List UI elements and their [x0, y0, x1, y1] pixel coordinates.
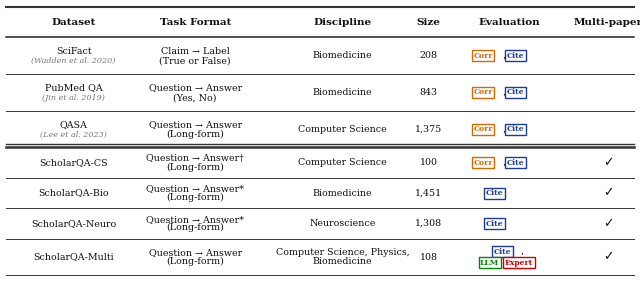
Text: Biomedicine: Biomedicine: [312, 51, 372, 60]
Text: Dataset: Dataset: [51, 18, 96, 27]
Text: (Long-form): (Long-form): [166, 257, 224, 266]
Text: Question → Answer: Question → Answer: [148, 120, 242, 129]
Text: Claim → Label: Claim → Label: [161, 47, 230, 56]
Text: QASA: QASA: [60, 120, 88, 129]
Text: Computer Science, Physics,: Computer Science, Physics,: [276, 248, 409, 257]
Text: Neuroscience: Neuroscience: [309, 219, 376, 228]
Text: Question → Answer: Question → Answer: [148, 248, 242, 257]
Text: 100: 100: [420, 158, 438, 167]
Text: Discipline: Discipline: [314, 18, 371, 27]
Text: Biomedicine: Biomedicine: [312, 88, 372, 97]
Text: Corr: Corr: [474, 159, 493, 167]
Text: Expert: Expert: [505, 259, 533, 267]
Text: (Long-form): (Long-form): [166, 223, 224, 232]
Text: Question → Answer*: Question → Answer*: [146, 215, 244, 224]
Text: LLM: LLM: [480, 259, 499, 267]
Text: ScholarQA-Bio: ScholarQA-Bio: [38, 189, 109, 198]
Text: (Lee et al. 2023): (Lee et al. 2023): [40, 131, 107, 139]
Text: ✓: ✓: [603, 251, 613, 264]
Text: (Yes, No): (Yes, No): [173, 94, 217, 103]
Text: Cite: Cite: [506, 52, 524, 60]
Text: 208: 208: [420, 51, 438, 60]
Text: (Long-form): (Long-form): [166, 193, 224, 202]
Text: Cite: Cite: [506, 159, 524, 167]
Text: Biomedicine: Biomedicine: [312, 189, 372, 198]
Text: Corr: Corr: [474, 89, 493, 96]
Text: ScholarQA-Neuro: ScholarQA-Neuro: [31, 219, 116, 228]
Text: Multi-paper: Multi-paper: [573, 18, 640, 27]
Text: Corr: Corr: [474, 125, 493, 133]
Text: Cite: Cite: [493, 248, 511, 255]
Text: (Long-form): (Long-form): [166, 162, 224, 171]
Text: (Long-form): (Long-form): [166, 130, 224, 139]
Text: ScholarQA-Multi: ScholarQA-Multi: [33, 253, 114, 262]
Text: ✓: ✓: [603, 156, 613, 169]
Text: ScholarQA-CS: ScholarQA-CS: [39, 158, 108, 167]
Text: Task Format: Task Format: [159, 18, 231, 27]
Text: ,: ,: [502, 51, 506, 60]
Text: Question → Answer: Question → Answer: [148, 83, 242, 92]
Text: Computer Science: Computer Science: [298, 158, 387, 167]
Text: SciFact: SciFact: [56, 47, 92, 56]
Text: PubMed QA: PubMed QA: [45, 83, 102, 92]
Text: Cite: Cite: [486, 189, 504, 197]
Text: 108: 108: [420, 253, 438, 262]
Text: ,: ,: [502, 124, 506, 133]
Text: 1,308: 1,308: [415, 219, 442, 228]
Text: Evaluation: Evaluation: [478, 18, 540, 27]
Text: Biomedicine: Biomedicine: [312, 257, 372, 266]
Text: (Jin et al. 2019): (Jin et al. 2019): [42, 94, 105, 102]
Text: 843: 843: [420, 88, 438, 97]
Text: Computer Science: Computer Science: [298, 124, 387, 133]
Text: Question → Answer*: Question → Answer*: [146, 184, 244, 193]
Text: (True or False): (True or False): [159, 57, 231, 66]
Text: Cite: Cite: [486, 219, 504, 228]
Text: Cite: Cite: [506, 89, 524, 96]
Text: 1,451: 1,451: [415, 189, 442, 198]
Text: 1,375: 1,375: [415, 124, 442, 133]
Text: Corr: Corr: [474, 52, 493, 60]
Text: ,: ,: [520, 247, 524, 256]
Text: ,: ,: [502, 158, 506, 167]
Text: Cite: Cite: [506, 125, 524, 133]
Text: ✓: ✓: [603, 187, 613, 200]
Text: ,: ,: [502, 88, 506, 97]
Text: (Wadden et al. 2020): (Wadden et al. 2020): [31, 57, 116, 65]
Text: Question → Answer†: Question → Answer†: [147, 154, 244, 163]
Text: Size: Size: [417, 18, 441, 27]
Text: ,: ,: [508, 258, 511, 267]
Text: ✓: ✓: [603, 217, 613, 230]
